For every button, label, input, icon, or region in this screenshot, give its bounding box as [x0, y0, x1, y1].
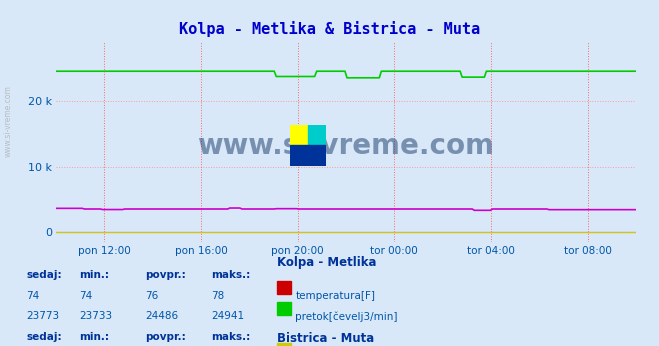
Text: www.si-vreme.com: www.si-vreme.com: [198, 132, 494, 160]
Text: 74: 74: [79, 291, 92, 301]
Text: 24486: 24486: [145, 311, 178, 321]
Text: sedaj:: sedaj:: [26, 270, 62, 280]
Text: Kolpa - Metlika: Kolpa - Metlika: [277, 256, 376, 269]
Bar: [308, 125, 326, 145]
Text: 74: 74: [26, 291, 40, 301]
Text: sedaj:: sedaj:: [26, 332, 62, 342]
Text: min.:: min.:: [79, 332, 109, 342]
Bar: [290, 125, 308, 145]
Text: 78: 78: [211, 291, 224, 301]
Text: maks.:: maks.:: [211, 332, 250, 342]
Text: 23773: 23773: [26, 311, 59, 321]
Text: 23733: 23733: [79, 311, 112, 321]
Text: 24941: 24941: [211, 311, 244, 321]
Text: maks.:: maks.:: [211, 270, 250, 280]
Text: temperatura[F]: temperatura[F]: [295, 291, 375, 301]
Text: 76: 76: [145, 291, 158, 301]
Text: povpr.:: povpr.:: [145, 332, 186, 342]
Text: min.:: min.:: [79, 270, 109, 280]
Bar: [290, 145, 326, 166]
Text: Kolpa - Metlika & Bistrica - Muta: Kolpa - Metlika & Bistrica - Muta: [179, 21, 480, 37]
Text: povpr.:: povpr.:: [145, 270, 186, 280]
Text: pretok[čevelj3/min]: pretok[čevelj3/min]: [295, 311, 398, 322]
Text: Bistrica - Muta: Bistrica - Muta: [277, 332, 374, 345]
Text: www.si-vreme.com: www.si-vreme.com: [3, 85, 13, 157]
